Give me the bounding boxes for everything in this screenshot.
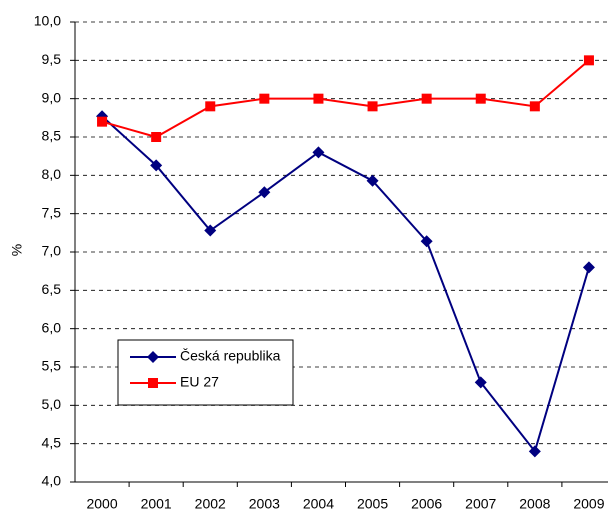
data-point <box>313 93 324 104</box>
data-point <box>529 101 540 112</box>
x-tick-label: 2008 <box>519 496 550 512</box>
legend-marker <box>148 378 158 388</box>
series-line <box>101 59 590 139</box>
y-tick-label: 4,0 <box>42 473 62 489</box>
y-tick-label: 9,5 <box>42 51 62 67</box>
data-point <box>528 445 541 458</box>
data-point <box>259 93 270 104</box>
data-point <box>475 93 486 104</box>
x-tick-label: 2001 <box>141 496 172 512</box>
data-point <box>421 93 432 104</box>
y-tick-label: 7,5 <box>42 204 62 220</box>
y-tick-label: 6,0 <box>42 319 62 335</box>
data-point <box>97 116 108 127</box>
legend-label: Česká republika <box>180 348 281 364</box>
y-tick-label: 7,0 <box>42 243 62 259</box>
y-tick-label: 10,0 <box>34 13 61 29</box>
data-point <box>367 101 378 112</box>
data-point <box>366 174 379 187</box>
legend-marker <box>147 351 159 363</box>
data-point <box>312 146 325 159</box>
data-point <box>204 224 217 237</box>
legend: Česká republika EU 27 <box>117 339 294 406</box>
data-point <box>151 132 162 142</box>
x-tick-label: 2005 <box>357 496 388 512</box>
data-point <box>258 186 271 199</box>
y-axis-label: % <box>9 244 25 256</box>
y-tick-label: 8,0 <box>42 166 62 182</box>
data-point <box>205 101 216 112</box>
y-tick-label: 6,5 <box>42 281 62 297</box>
y-tick-label: 4,5 <box>42 434 62 450</box>
x-tick-label: 2009 <box>573 496 604 512</box>
y-tick-label: 5,0 <box>42 396 62 412</box>
x-tick-label: 2000 <box>86 496 117 512</box>
data-point <box>582 261 595 274</box>
x-tick-label: 2006 <box>411 496 442 512</box>
y-tick-label: 9,0 <box>42 89 62 105</box>
data-point <box>474 376 487 389</box>
legend-box <box>117 339 294 406</box>
series-line <box>101 115 590 454</box>
x-tick-label: 2007 <box>465 496 496 512</box>
legend-label: EU 27 <box>180 374 219 390</box>
x-tick-label: 2004 <box>303 496 334 512</box>
x-tick-label: 2002 <box>195 496 226 512</box>
data-point <box>420 235 433 248</box>
x-tick-label: 2003 <box>249 496 280 512</box>
data-point <box>583 55 594 66</box>
y-tick-label: 8,5 <box>42 128 62 144</box>
data-point <box>150 159 163 172</box>
y-tick-label: 5,5 <box>42 358 62 374</box>
